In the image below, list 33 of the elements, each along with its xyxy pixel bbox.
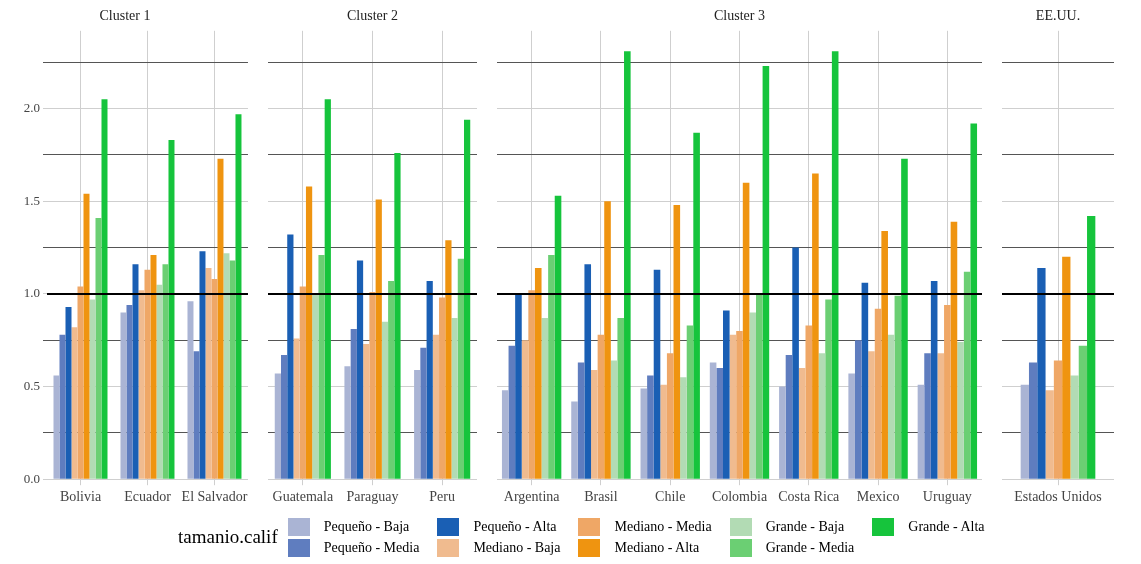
x-tick-label: Costa Rica bbox=[778, 489, 841, 505]
y-tick-label: 0.0 bbox=[23, 470, 40, 486]
y-tick-label: 1.5 bbox=[23, 192, 40, 208]
legend-label: Mediano - Baja bbox=[473, 539, 561, 556]
chart-title: Cluster 1 bbox=[99, 8, 151, 24]
legend-label: Pequeño - Alta bbox=[473, 518, 557, 535]
x-tick-label: Brasil bbox=[584, 489, 618, 505]
legend-label: Mediano - Alta bbox=[614, 539, 700, 556]
legend-label: Pequeño - Media bbox=[323, 539, 420, 556]
x-tick-label: Guatemala bbox=[272, 489, 334, 505]
legend-label: Pequeño - Baja bbox=[323, 518, 410, 535]
x-tick-label: Ecuador bbox=[124, 489, 172, 505]
x-tick-label: Mexico bbox=[856, 489, 900, 505]
x-tick-label: Paraguay bbox=[346, 489, 399, 505]
chart-title: Cluster 3 bbox=[714, 8, 765, 24]
legend-label: Mediano - Media bbox=[614, 518, 712, 535]
legend-title: tamanio.calif bbox=[178, 526, 278, 548]
x-tick-label: Uruguay bbox=[922, 489, 972, 505]
y-tick-label: 1.0 bbox=[23, 285, 40, 301]
x-tick-label: Chile bbox=[655, 489, 686, 505]
x-tick-label: Colombia bbox=[711, 489, 768, 505]
x-tick-label: Estados Unidos bbox=[1014, 489, 1102, 505]
y-tick-label: 0.5 bbox=[23, 377, 40, 393]
legend-label: Grande - Media bbox=[765, 539, 855, 556]
x-tick-label: Bolivia bbox=[59, 489, 102, 505]
chart-title: Cluster 2 bbox=[347, 8, 398, 24]
y-tick-label: 2.0 bbox=[23, 100, 40, 116]
x-tick-label: Argentina bbox=[503, 489, 561, 505]
legend-label: Grande - Baja bbox=[765, 518, 845, 535]
chart-title: EE.UU. bbox=[1035, 8, 1081, 24]
x-tick-label: El Salvador bbox=[181, 489, 248, 505]
legend-label: Grande - Alta bbox=[908, 518, 985, 535]
x-tick-label: Peru bbox=[429, 489, 455, 505]
